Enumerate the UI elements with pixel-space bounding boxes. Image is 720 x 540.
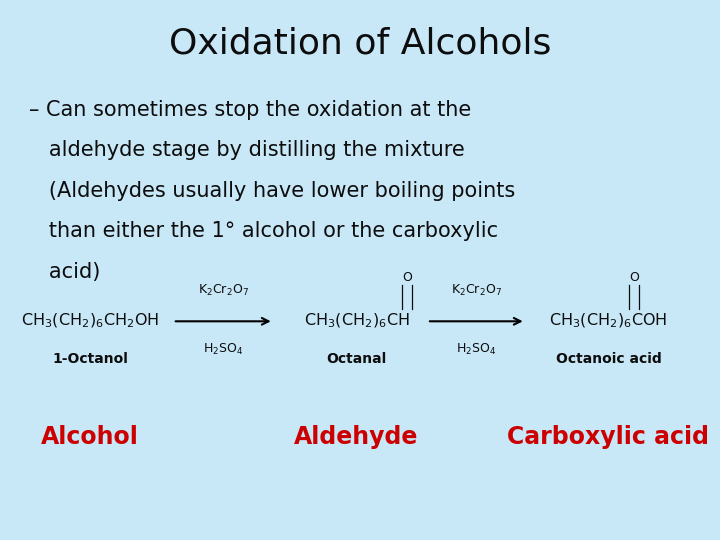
Text: O: O [629,271,639,284]
Text: aldehyde stage by distilling the mixture: aldehyde stage by distilling the mixture [29,140,464,160]
Text: Aldehyde: Aldehyde [294,426,418,449]
Text: CH$_3$(CH$_2$)$_6$CH: CH$_3$(CH$_2$)$_6$CH [304,312,409,330]
Text: K$_2$Cr$_2$O$_7$: K$_2$Cr$_2$O$_7$ [198,282,248,298]
Text: CH$_3$(CH$_2$)$_6$COH: CH$_3$(CH$_2$)$_6$COH [549,312,667,330]
Text: Octanal: Octanal [326,352,387,366]
Text: Octanoic acid: Octanoic acid [556,352,661,366]
Text: H$_2$SO$_4$: H$_2$SO$_4$ [203,342,243,357]
Text: 1-Octanol: 1-Octanol [52,352,128,366]
Text: (Aldehydes usually have lower boiling points: (Aldehydes usually have lower boiling po… [29,181,515,201]
Text: H$_2$SO$_4$: H$_2$SO$_4$ [456,342,496,357]
Text: O: O [402,271,412,284]
Text: CH$_3$(CH$_2$)$_6$CH$_2$OH: CH$_3$(CH$_2$)$_6$CH$_2$OH [21,312,159,330]
Text: than either the 1° alcohol or the carboxylic: than either the 1° alcohol or the carbox… [29,221,498,241]
Text: acid): acid) [29,262,100,282]
Text: Carboxylic acid: Carboxylic acid [508,426,709,449]
Text: Oxidation of Alcohols: Oxidation of Alcohols [168,26,552,60]
Text: – Can sometimes stop the oxidation at the: – Can sometimes stop the oxidation at th… [29,100,471,120]
Text: K$_2$Cr$_2$O$_7$: K$_2$Cr$_2$O$_7$ [451,282,502,298]
Text: Alcohol: Alcohol [41,426,139,449]
